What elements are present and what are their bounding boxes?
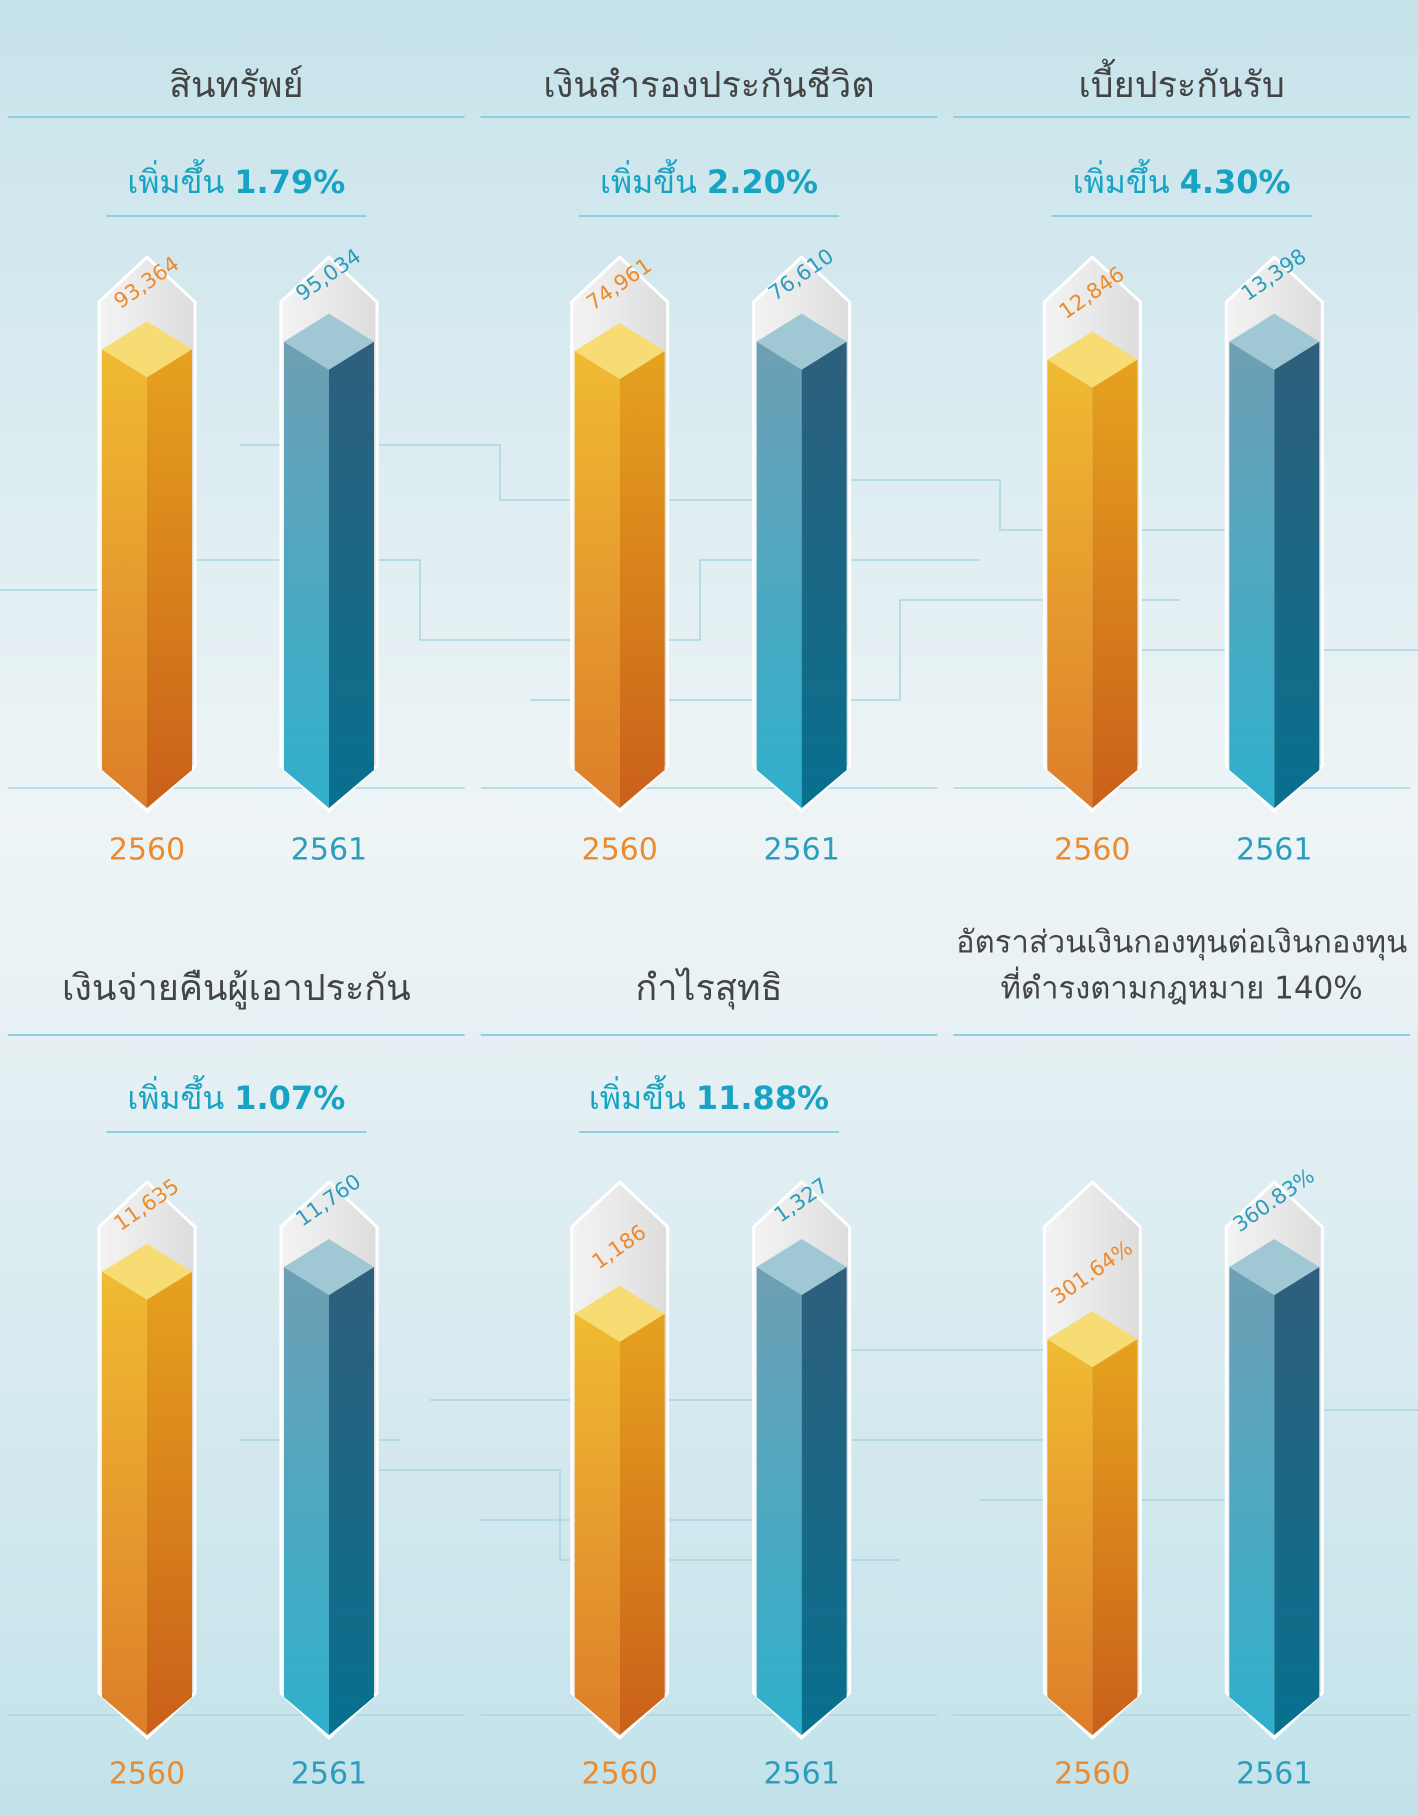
category-label: 2561: [1236, 1757, 1312, 1792]
bar-left-face: [1229, 1267, 1274, 1735]
bar-right-face: [147, 349, 192, 808]
bar: [1047, 1311, 1137, 1735]
bar: [102, 321, 192, 808]
infographic: สินทรัพย์เพิ่มขึ้น1.79%93,364256095,0342…: [0, 0, 1418, 1816]
change-label: เพิ่มขึ้น 4.30%: [1073, 159, 1291, 201]
bar: [284, 1239, 374, 1735]
category-label: 2560: [581, 1757, 657, 1792]
bar: [757, 1239, 847, 1735]
change-text: เพิ่มขึ้น: [127, 159, 224, 201]
change-value: 11.88%: [696, 1079, 829, 1117]
bar-right-face: [620, 351, 665, 808]
bar-right-face: [329, 342, 374, 808]
category-label: 2560: [1054, 1757, 1130, 1792]
bar: [757, 314, 847, 808]
category-label: 2560: [109, 833, 185, 868]
panel-title: อัตราส่วนเงินกองทุนต่อเงินกองทุน: [956, 925, 1407, 962]
bar-right-face: [802, 342, 847, 808]
category-label: 2560: [1054, 833, 1130, 868]
panel-title: เบี้ยประกันรับ: [1078, 58, 1284, 106]
change-value: 1.07%: [234, 1079, 345, 1117]
category-label: 2561: [763, 1757, 839, 1792]
change-value: 1.79%: [234, 163, 345, 201]
change-label: เพิ่มขึ้น 1.79%: [127, 159, 345, 201]
category-label: 2561: [291, 833, 367, 868]
change-value: 2.20%: [707, 163, 818, 201]
panel-title: เงินจ่ายคืนผู้เอาประกัน: [62, 968, 411, 1010]
bar-left-face: [757, 342, 802, 808]
bar-right-face: [1092, 360, 1137, 808]
bar: [575, 1286, 665, 1735]
bar-left-face: [284, 1267, 329, 1735]
bar-left-face: [757, 1267, 802, 1735]
page: สินทรัพย์เพิ่มขึ้น1.79%93,364256095,0342…: [0, 0, 1418, 1816]
change-value: 4.30%: [1180, 163, 1291, 201]
category-label: 2561: [291, 1757, 367, 1792]
category-label: 2561: [1236, 833, 1312, 868]
background: [0, 0, 1418, 1816]
bar-right-face: [147, 1272, 192, 1735]
panel-title: เงินสำรองประกันชีวิต: [543, 65, 874, 106]
bar: [1229, 1239, 1319, 1735]
change-text: เพิ่มขึ้น: [589, 1075, 686, 1117]
bar-left-face: [1047, 1339, 1092, 1735]
change-label: เพิ่มขึ้น 1.07%: [127, 1075, 345, 1117]
change-text: เพิ่มขึ้น: [600, 159, 697, 201]
bar-right-face: [620, 1314, 665, 1735]
bar: [1047, 332, 1137, 808]
bar-right-face: [802, 1267, 847, 1735]
change-label: เพิ่มขึ้น 11.88%: [589, 1075, 829, 1117]
bar-right-face: [1274, 1267, 1319, 1735]
panel-title: ที่ดำรงตามกฎหมาย 140%: [1001, 967, 1363, 1007]
change-label: เพิ่มขึ้น 2.20%: [600, 159, 818, 201]
bar: [102, 1244, 192, 1735]
change-text: เพิ่มขึ้น: [1073, 159, 1170, 201]
change-text: เพิ่มขึ้น: [127, 1075, 224, 1117]
bar-left-face: [102, 349, 147, 808]
bar-right-face: [1092, 1339, 1137, 1735]
category-label: 2561: [763, 833, 839, 868]
bar: [575, 323, 665, 808]
bar-left-face: [284, 342, 329, 808]
category-label: 2560: [109, 1757, 185, 1792]
bar-left-face: [1229, 342, 1274, 808]
bar-left-face: [575, 351, 620, 808]
bar-left-face: [102, 1272, 147, 1735]
bar-left-face: [575, 1314, 620, 1735]
bar: [1229, 314, 1319, 808]
bar-left-face: [1047, 360, 1092, 808]
panel-title: สินทรัพย์: [169, 65, 303, 106]
bar-right-face: [1274, 342, 1319, 808]
category-label: 2560: [581, 833, 657, 868]
bar-right-face: [329, 1267, 374, 1735]
panel-title: กำไรสุทธิ: [635, 967, 782, 1010]
bar: [284, 314, 374, 808]
